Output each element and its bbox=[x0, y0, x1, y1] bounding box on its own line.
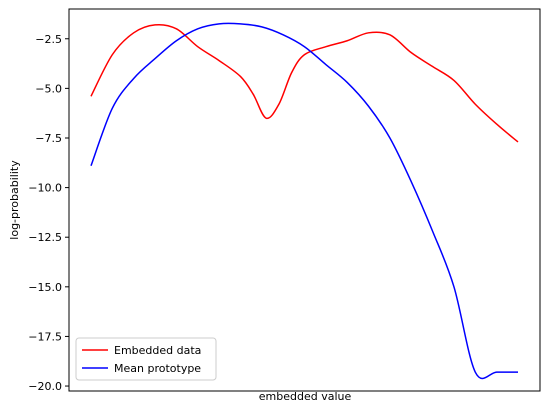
series-lines bbox=[90, 22, 519, 380]
plot-area bbox=[68, 8, 541, 392]
series-line-mean-prototype bbox=[90, 22, 518, 380]
y-axis-label: log-probability bbox=[8, 160, 21, 240]
legend: Embedded data Mean prototype bbox=[75, 337, 217, 381]
x-axis-label: embedded value bbox=[259, 390, 352, 403]
y-tick-label: −10.0 bbox=[28, 182, 62, 195]
legend-box bbox=[75, 337, 217, 381]
y-tick-label: −7.5 bbox=[35, 132, 62, 145]
y-tick-label: −2.5 bbox=[35, 33, 62, 46]
y-tick-label: −15.0 bbox=[28, 281, 62, 294]
y-axis-ticks: −2.5 −5.0 −7.5 −10.0 −12.5 −15.0 −17.5 −20.0 bbox=[28, 33, 69, 393]
series-line-embedded-data bbox=[90, 23, 519, 143]
legend-label-embedded-data: Embedded data bbox=[114, 344, 201, 357]
y-tick-label: −5.0 bbox=[35, 82, 62, 95]
y-tick-label: −17.5 bbox=[28, 330, 62, 343]
y-tick-label: −20.0 bbox=[28, 380, 62, 393]
y-tick-label: −12.5 bbox=[28, 231, 62, 244]
legend-label-mean-prototype: Mean prototype bbox=[114, 362, 201, 375]
